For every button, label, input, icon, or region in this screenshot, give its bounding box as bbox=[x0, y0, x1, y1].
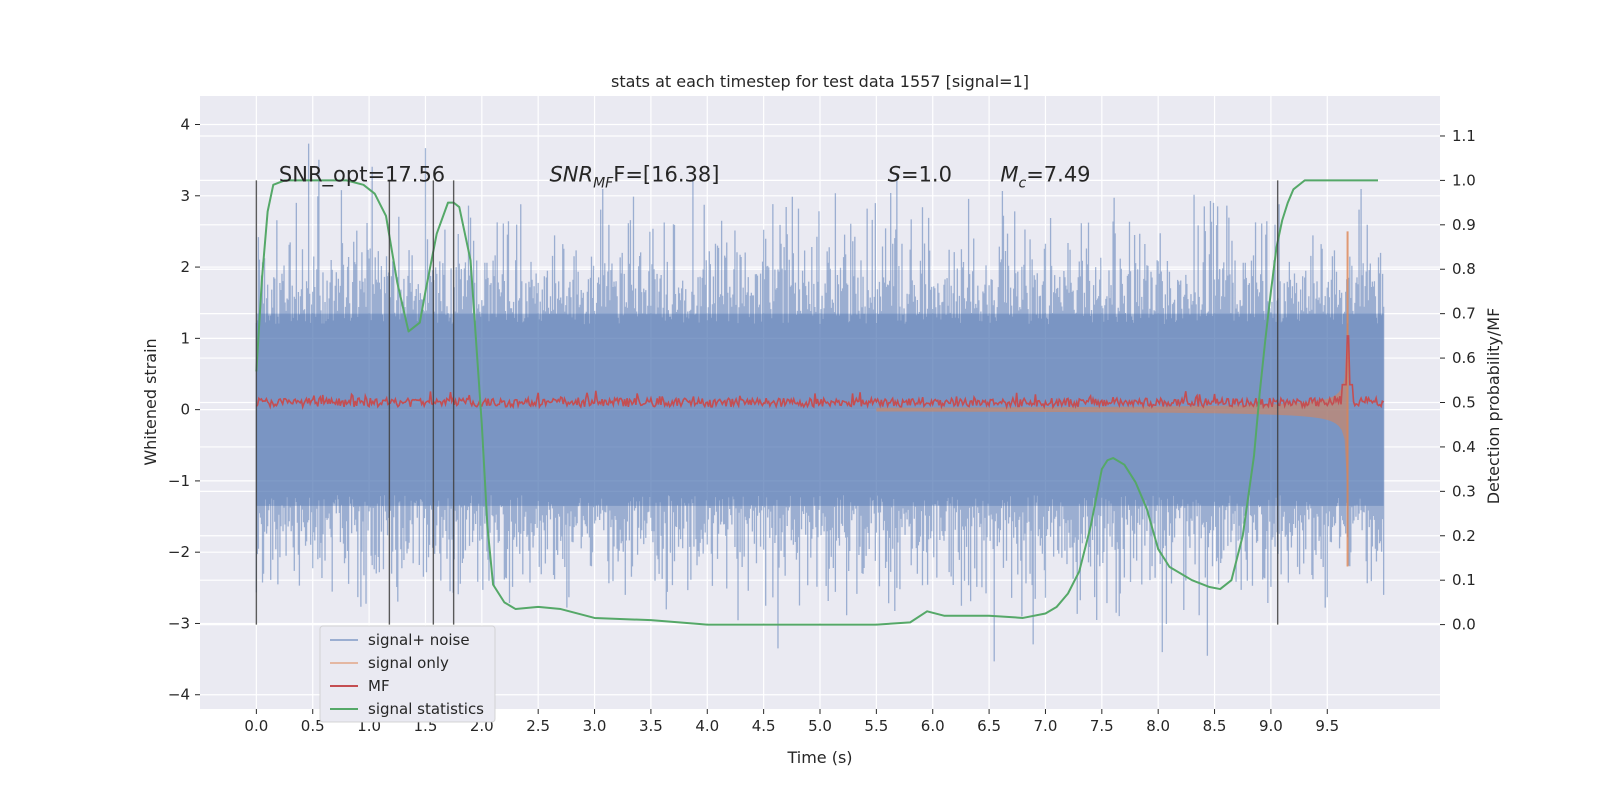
y-axis-ticks: −4 −3 −2 −1 0 1 2 3 4 bbox=[168, 116, 200, 704]
mf-series bbox=[255, 335, 1385, 410]
x-tick-label: 5.5 bbox=[864, 717, 888, 735]
x-tick-label: 9.5 bbox=[1315, 717, 1339, 735]
annotation-snr-mf: SNRMFF=[16.38] bbox=[549, 163, 719, 192]
legend-box bbox=[319, 625, 496, 723]
y2-tick-label: 1.1 bbox=[1452, 127, 1476, 145]
annotation-mc: Mc=7.49 bbox=[1000, 163, 1090, 192]
y-tick-label: 4 bbox=[180, 116, 190, 134]
signal-statistics-line bbox=[255, 179, 1378, 626]
y2-tick-label: 0.0 bbox=[1452, 616, 1476, 634]
signal-only-envelope bbox=[876, 321, 1348, 494]
x-tick-label: 8.5 bbox=[1203, 717, 1227, 735]
legend-label-mf: MF bbox=[368, 677, 390, 695]
y2-tick-label: 0.1 bbox=[1452, 571, 1476, 589]
y-tick-label: 2 bbox=[180, 258, 190, 276]
x-tick-label: 4.5 bbox=[752, 717, 776, 735]
y-tick-label: −1 bbox=[168, 472, 190, 490]
annotation-snr-opt: SNR_opt=17.56 bbox=[279, 163, 445, 188]
mf-line bbox=[255, 335, 1385, 410]
x-tick-label: 6.0 bbox=[921, 717, 945, 735]
y-axis-label: Whitened strain bbox=[141, 338, 160, 465]
y-tick-label: 0 bbox=[180, 401, 190, 419]
y2-tick-label: 0.6 bbox=[1452, 349, 1476, 367]
y2-tick-label: 0.7 bbox=[1452, 305, 1476, 323]
x-tick-label: 5.0 bbox=[808, 717, 832, 735]
annotations: SNR_opt=17.56 SNRMFF=[16.38] S=1.0 Mc=7.… bbox=[279, 163, 1091, 192]
y2-tick-label: 1.0 bbox=[1452, 171, 1476, 189]
signal-statistics-series bbox=[255, 179, 1378, 626]
x-axis-ticks: 0.0 0.5 1.0 1.5 2.0 2.5 3.0 3.5 4.0 4.5 5.0 5.5 6.0 6… bbox=[244, 709, 1339, 735]
signal-only-series bbox=[876, 231, 1349, 567]
x-tick-label: 7.5 bbox=[1090, 717, 1114, 735]
y2-tick-label: 0.2 bbox=[1452, 527, 1476, 545]
x-tick-label: 3.0 bbox=[583, 717, 607, 735]
y2-tick-label: 0.8 bbox=[1452, 260, 1476, 278]
legend-label-signal-noise: signal+ noise bbox=[368, 631, 470, 649]
x-tick-label: 4.0 bbox=[695, 717, 719, 735]
y2-tick-label: 0.5 bbox=[1452, 394, 1476, 412]
y2-axis-ticks: 0.0 0.1 0.2 0.3 0.4 0.5 0.6 0.7 0.8 0.9 1.0 1.1 bbox=[1440, 127, 1476, 634]
y2-tick-label: 0.3 bbox=[1452, 482, 1476, 500]
x-tick-label: 2.5 bbox=[526, 717, 550, 735]
x-tick-label: 6.5 bbox=[977, 717, 1001, 735]
x-tick-label: 3.5 bbox=[639, 717, 663, 735]
y2-axis-label: Detection probability/MF bbox=[1484, 308, 1503, 505]
y-tick-label: −4 bbox=[168, 686, 190, 704]
legend: signal+ noise signal only MF signal stat… bbox=[319, 625, 496, 723]
annotation-s: S=1.0 bbox=[888, 163, 952, 187]
y-tick-label: −3 bbox=[168, 614, 190, 632]
y-tick-label: 1 bbox=[180, 329, 190, 347]
chart-title: stats at each timestep for test data 155… bbox=[611, 72, 1029, 91]
y2-tick-label: 0.4 bbox=[1452, 438, 1476, 456]
y-tick-label: 3 bbox=[180, 187, 190, 205]
y-tick-label: −2 bbox=[168, 543, 190, 561]
legend-label-signal-statistics: signal statistics bbox=[368, 700, 484, 718]
vertical-markers bbox=[255, 180, 1279, 625]
x-tick-label: 0.0 bbox=[244, 717, 268, 735]
y2-tick-label: 0.9 bbox=[1452, 216, 1476, 234]
x-axis-label: Time (s) bbox=[786, 748, 852, 767]
x-tick-label: 0.5 bbox=[301, 717, 325, 735]
x-tick-label: 8.0 bbox=[1146, 717, 1170, 735]
x-tick-label: 7.0 bbox=[1034, 717, 1058, 735]
legend-label-signal-only: signal only bbox=[368, 654, 449, 672]
x-tick-label: 9.0 bbox=[1259, 717, 1283, 735]
